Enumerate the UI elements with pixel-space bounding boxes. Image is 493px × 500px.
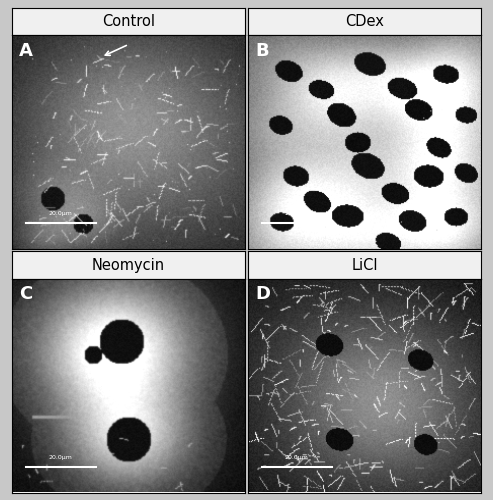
Text: A: A — [19, 42, 33, 60]
Text: 20.0µm: 20.0µm — [49, 212, 73, 216]
Text: C: C — [19, 286, 33, 304]
Text: 20.0µm: 20.0µm — [49, 455, 73, 460]
Text: Neomycin: Neomycin — [92, 258, 165, 272]
Text: CDex: CDex — [345, 14, 384, 29]
Text: B: B — [255, 42, 269, 60]
Text: LiCl: LiCl — [352, 258, 378, 272]
Text: 20.0µm: 20.0µm — [285, 212, 309, 216]
Text: 20.0µm: 20.0µm — [285, 455, 309, 460]
Text: Control: Control — [102, 14, 155, 29]
Text: D: D — [255, 286, 271, 304]
